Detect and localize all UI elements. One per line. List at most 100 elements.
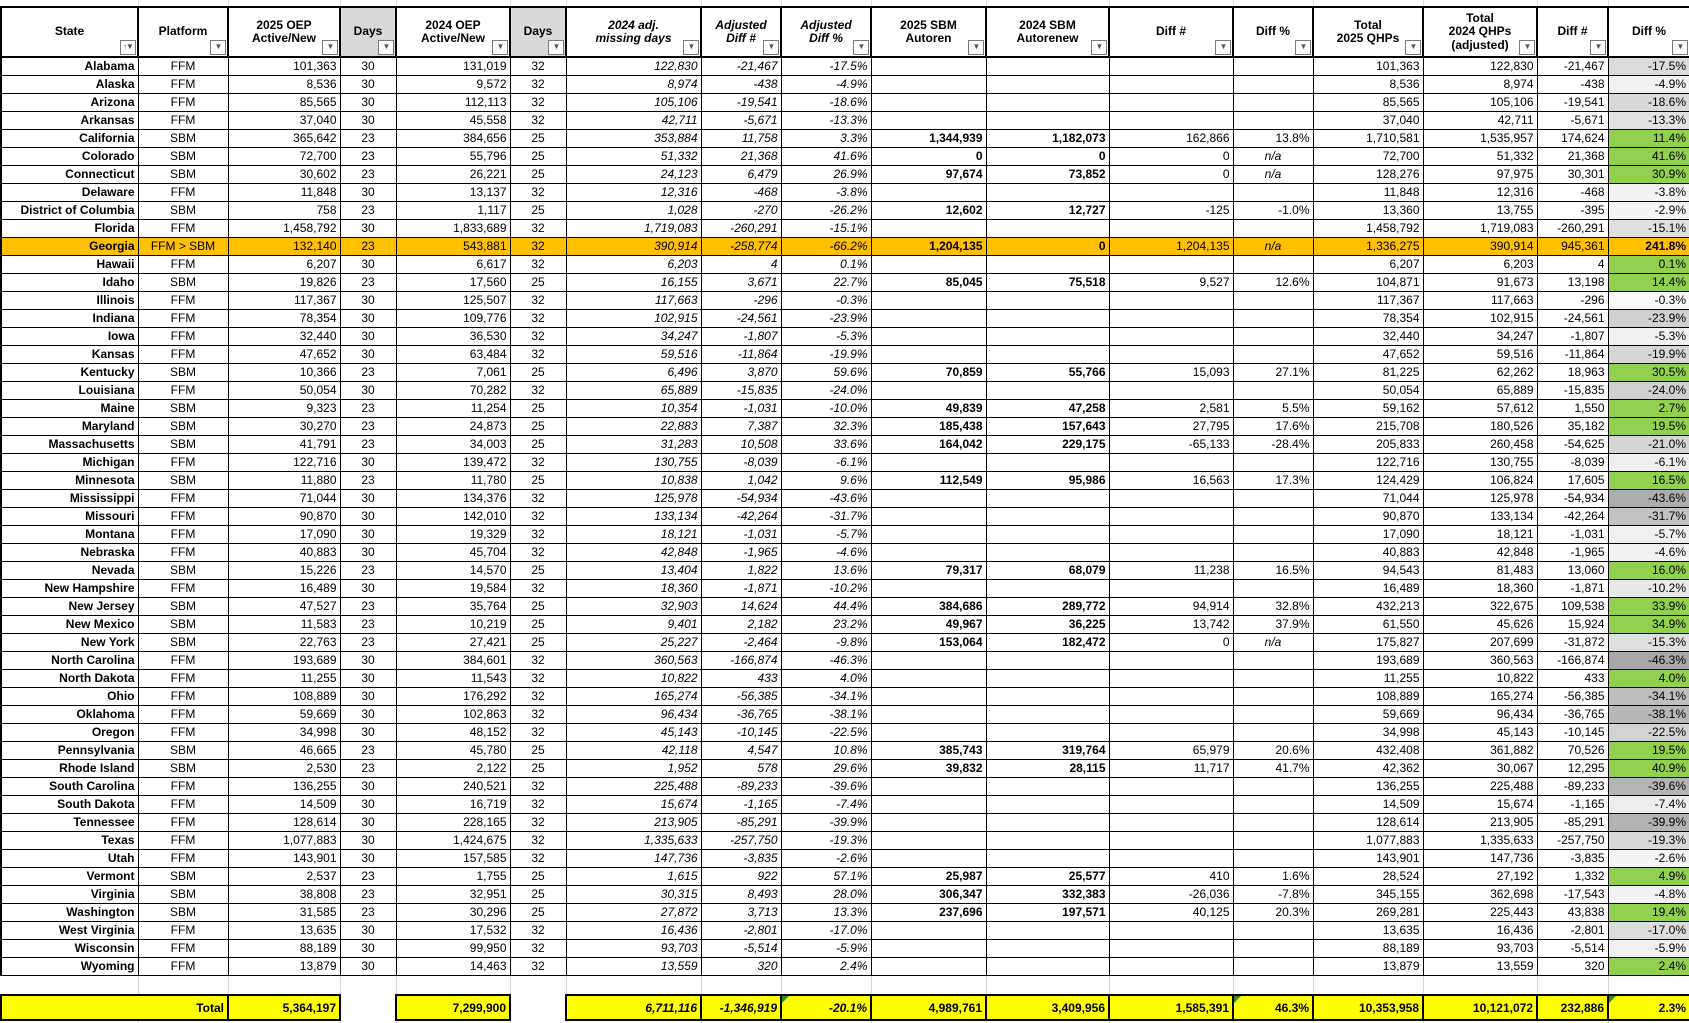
cell-days2024[interactable]: 25 (509, 272, 567, 292)
cell-oep2024[interactable]: 14,570 (395, 560, 511, 580)
cell-days2025[interactable]: 30 (339, 92, 397, 112)
cell-total_qhp2025[interactable]: 88,189 (1312, 938, 1424, 958)
cell-adj_diff_num[interactable]: 1,042 (700, 470, 782, 490)
cell-sbm2025_autoren[interactable]: 112,549 (870, 470, 987, 490)
cell-state[interactable]: Missouri (0, 506, 139, 526)
cell-days2024[interactable]: 32 (509, 380, 567, 400)
cell-oep2024[interactable]: 16,719 (395, 794, 511, 814)
cell-adj_missing[interactable]: 13,559 (565, 956, 702, 976)
cell-sbm2024_autorenew[interactable]: 75,518 (985, 272, 1110, 292)
cell-oep2024[interactable]: 32,951 (395, 884, 511, 904)
cell-adj_diff_pct[interactable]: -5.9% (780, 938, 872, 958)
cell-sbm2024_autorenew[interactable] (985, 686, 1110, 706)
cell-total_qhp2024[interactable]: 213,905 (1422, 812, 1538, 832)
cell-state[interactable]: Mississippi (0, 488, 139, 508)
cell-sbm2024_autorenew[interactable] (985, 938, 1110, 958)
cell-platform[interactable]: SBM (137, 362, 229, 382)
cell-total_qhp2024[interactable]: 361,882 (1422, 740, 1538, 760)
cell-sbm2024_autorenew[interactable]: 28,115 (985, 758, 1110, 778)
cell-sbm_diff_pct[interactable] (1232, 704, 1314, 724)
cell-qhp_diff_pct[interactable]: 0.1% (1607, 254, 1689, 274)
total-cell-sbm2024_autorenew[interactable]: 3,409,956 (985, 994, 1110, 1021)
cell-state[interactable]: Maine (0, 398, 139, 418)
cell-total_qhp2025[interactable]: 47,652 (1312, 344, 1424, 364)
cell-sbm2025_autoren[interactable]: 39,832 (870, 758, 987, 778)
cell-oep2025[interactable]: 13,635 (227, 920, 341, 940)
cell-qhp_diff_pct[interactable]: -5.3% (1607, 326, 1689, 346)
filter-button-days2025[interactable]: ▼ (378, 40, 394, 55)
cell-adj_diff_num[interactable]: -15,835 (700, 380, 782, 400)
cell-total_qhp2025[interactable]: 59,162 (1312, 398, 1424, 418)
cell-oep2025[interactable]: 758 (227, 200, 341, 220)
cell-sbm_diff_num[interactable] (1108, 578, 1234, 598)
cell-sbm2025_autoren[interactable] (870, 56, 987, 76)
cell-state[interactable]: New Mexico (0, 614, 139, 634)
cell-oep2024[interactable]: 14,463 (395, 956, 511, 976)
cell-sbm_diff_pct[interactable] (1232, 650, 1314, 670)
cell-adj_diff_pct[interactable]: 32.3% (780, 416, 872, 436)
cell-qhp_diff_num[interactable]: 1,550 (1536, 398, 1609, 418)
cell-qhp_diff_pct[interactable]: -5.9% (1607, 938, 1689, 958)
cell-sbm2025_autoren[interactable] (870, 92, 987, 112)
cell-adj_missing[interactable]: 42,118 (565, 740, 702, 760)
cell-days2025[interactable]: 23 (339, 128, 397, 148)
cell-sbm2025_autoren[interactable]: 49,839 (870, 398, 987, 418)
cell-sbm2024_autorenew[interactable]: 197,571 (985, 902, 1110, 922)
cell-oep2024[interactable]: 6,617 (395, 254, 511, 274)
cell-days2024[interactable]: 25 (509, 740, 567, 760)
cell-sbm_diff_pct[interactable] (1232, 74, 1314, 94)
cell-days2025[interactable]: 30 (339, 794, 397, 814)
cell-days2024[interactable]: 32 (509, 92, 567, 112)
cell-sbm2025_autoren[interactable]: 153,064 (870, 632, 987, 652)
cell-oep2025[interactable]: 78,354 (227, 308, 341, 328)
cell-oep2025[interactable]: 46,665 (227, 740, 341, 760)
cell-oep2025[interactable]: 32,440 (227, 326, 341, 346)
cell-sbm2025_autoren[interactable]: 0 (870, 146, 987, 166)
cell-oep2025[interactable]: 128,614 (227, 812, 341, 832)
cell-sbm2025_autoren[interactable] (870, 182, 987, 202)
cell-platform[interactable]: SBM (137, 596, 229, 616)
cell-adj_diff_pct[interactable]: -6.1% (780, 452, 872, 472)
cell-qhp_diff_pct[interactable]: -4.9% (1607, 74, 1689, 94)
cell-platform[interactable]: FFM (137, 920, 229, 940)
col-header-sbm_diff_pct[interactable]: Diff % ▼ (1232, 6, 1314, 58)
cell-days2024[interactable]: 25 (509, 416, 567, 436)
cell-sbm_diff_num[interactable] (1108, 380, 1234, 400)
col-header-state[interactable]: State ↑▼ (0, 6, 139, 58)
cell-days2025[interactable]: 30 (339, 812, 397, 832)
cell-total_qhp2024[interactable]: 16,436 (1422, 920, 1538, 940)
cell-oep2025[interactable]: 59,669 (227, 704, 341, 724)
cell-oep2024[interactable]: 99,950 (395, 938, 511, 958)
cell-oep2024[interactable]: 9,572 (395, 74, 511, 94)
cell-total_qhp2025[interactable]: 269,281 (1312, 902, 1424, 922)
cell-total_qhp2025[interactable]: 81,225 (1312, 362, 1424, 382)
cell-sbm_diff_num[interactable] (1108, 290, 1234, 310)
cell-adj_diff_num[interactable]: -257,750 (700, 830, 782, 850)
cell-days2025[interactable]: 30 (339, 56, 397, 76)
cell-sbm_diff_num[interactable] (1108, 542, 1234, 562)
cell-state[interactable]: Illinois (0, 290, 139, 310)
cell-days2025[interactable]: 30 (339, 326, 397, 346)
cell-adj_missing[interactable]: 1,335,633 (565, 830, 702, 850)
total-cell-oep2024[interactable]: 7,299,900 (395, 994, 511, 1021)
cell-adj_diff_pct[interactable]: -31.7% (780, 506, 872, 526)
cell-state[interactable]: North Dakota (0, 668, 139, 688)
cell-days2025[interactable]: 30 (339, 848, 397, 868)
cell-total_qhp2024[interactable]: 165,274 (1422, 686, 1538, 706)
cell-total_qhp2025[interactable]: 136,255 (1312, 776, 1424, 796)
cell-adj_diff_pct[interactable]: -10.0% (780, 398, 872, 418)
cell-sbm2024_autorenew[interactable]: 182,472 (985, 632, 1110, 652)
cell-total_qhp2024[interactable]: 225,443 (1422, 902, 1538, 922)
cell-days2024[interactable]: 25 (509, 596, 567, 616)
cell-sbm_diff_pct[interactable] (1232, 182, 1314, 202)
cell-days2025[interactable]: 30 (339, 110, 397, 130)
cell-adj_diff_num[interactable]: 2,182 (700, 614, 782, 634)
cell-sbm2024_autorenew[interactable] (985, 218, 1110, 238)
cell-days2024[interactable]: 32 (509, 236, 567, 256)
cell-days2025[interactable]: 30 (339, 704, 397, 724)
cell-days2024[interactable]: 32 (509, 920, 567, 940)
cell-days2025[interactable]: 30 (339, 920, 397, 940)
cell-days2024[interactable]: 25 (509, 470, 567, 490)
cell-sbm_diff_num[interactable]: 11,238 (1108, 560, 1234, 580)
cell-adj_diff_pct[interactable]: -9.8% (780, 632, 872, 652)
